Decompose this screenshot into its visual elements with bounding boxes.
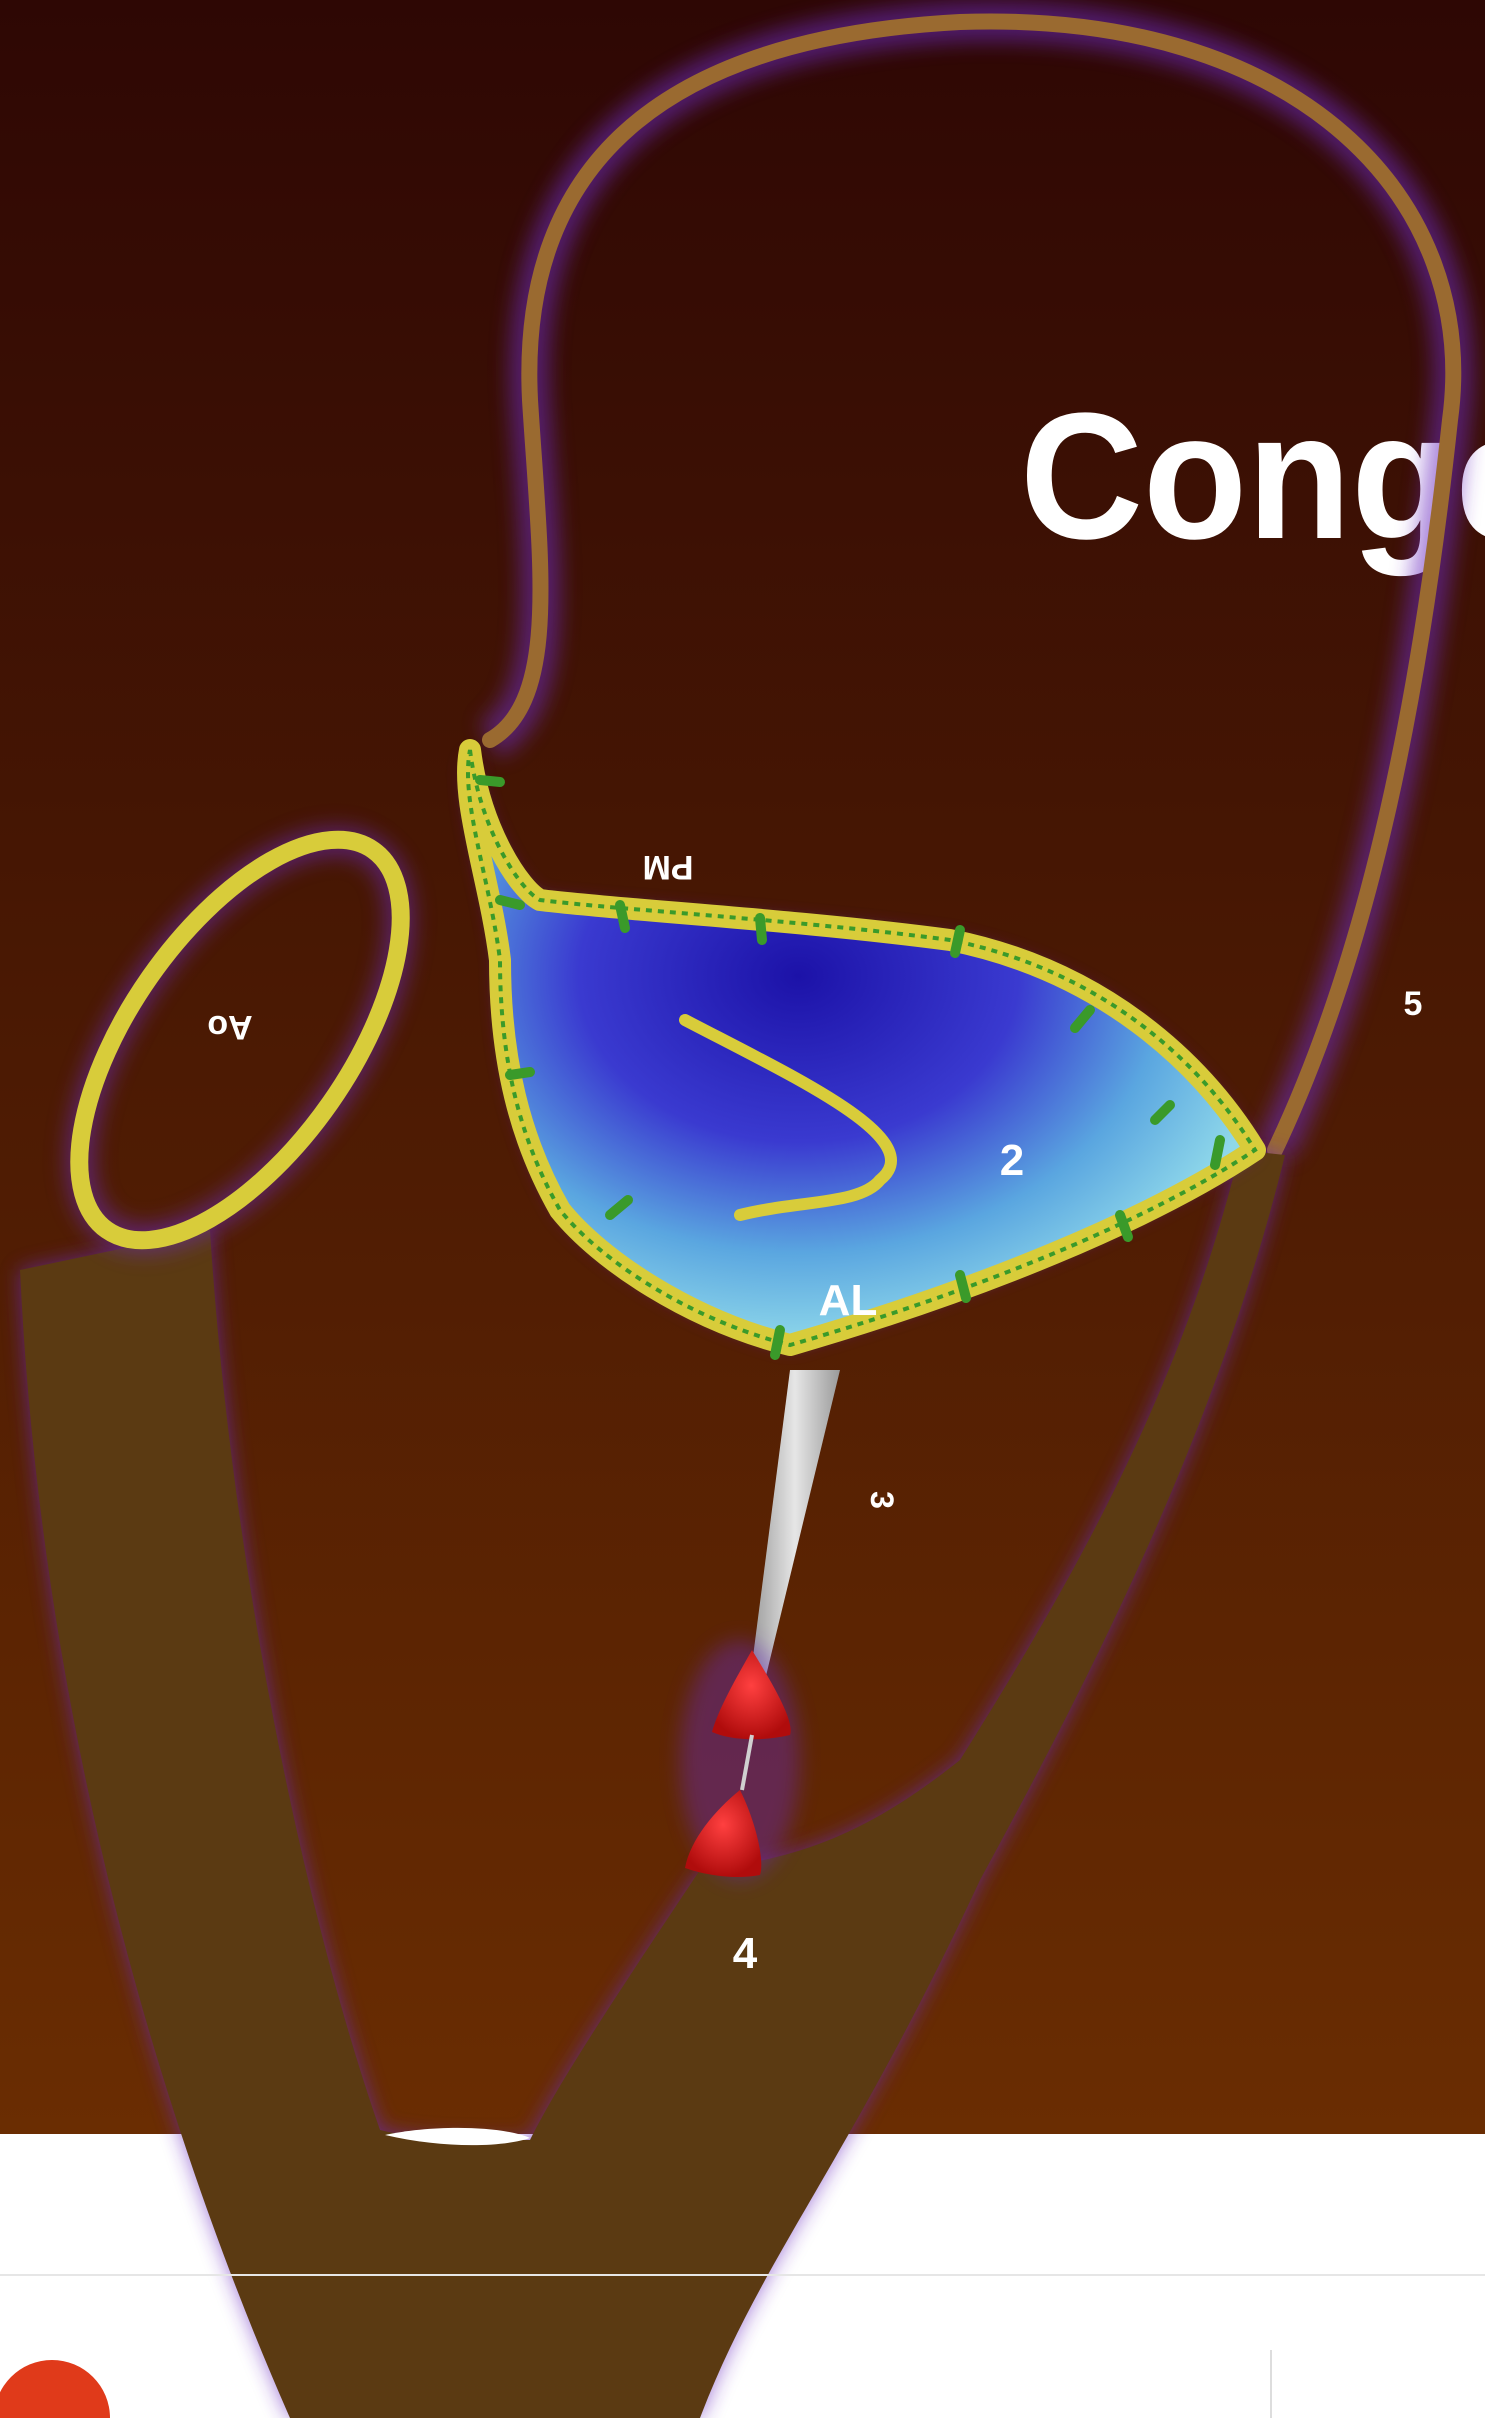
apex-notch <box>385 2127 530 2146</box>
label-al: AL <box>819 1276 878 1325</box>
label-pm: PM <box>643 848 694 886</box>
mitral-leaflet <box>467 750 1256 1345</box>
atrial-wall-loop <box>482 13 1462 1158</box>
bottom-panel-edge <box>1270 2350 1272 2418</box>
aortic-ring <box>70 830 410 1250</box>
leaflet-coaptation-curve <box>679 1014 897 1221</box>
papillary-link <box>740 1734 754 1791</box>
papillary-head-upper <box>712 1650 791 1740</box>
ventricle-wall <box>20 1150 1285 2418</box>
label-4: 4 <box>733 1929 758 1978</box>
papillary-head-lower <box>685 1790 762 1878</box>
red-circle-icon <box>0 2360 110 2418</box>
label-2: 2 <box>1000 1136 1024 1185</box>
label-3: 3 <box>864 1491 900 1509</box>
suture-stitches <box>475 775 1225 1360</box>
label-5: 5 <box>1404 985 1423 1023</box>
label-ao: Ao <box>207 1008 252 1046</box>
suture-line <box>465 749 1258 1348</box>
chordae-tendineae <box>750 1370 840 1680</box>
diagram-title: Conge <box>1020 376 1485 577</box>
